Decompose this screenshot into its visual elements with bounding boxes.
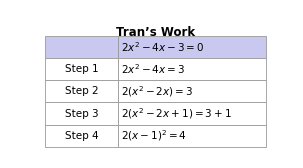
Bar (118, 58, 266, 80)
Text: Step 1: Step 1 (65, 64, 98, 74)
Bar (45, 80, 118, 102)
Bar (118, 80, 266, 102)
Text: $2x^2-4x-3=0$: $2x^2-4x-3=0$ (121, 40, 205, 54)
Text: Tran’s Work: Tran’s Work (116, 26, 195, 39)
Text: $2\left(x^2-2x\right)=3$: $2\left(x^2-2x\right)=3$ (121, 84, 194, 99)
Bar (45, 102, 118, 125)
Bar (45, 125, 118, 147)
Text: $2\left(x^2-2x+1\right)=3+1$: $2\left(x^2-2x+1\right)=3+1$ (121, 106, 232, 121)
Bar (45, 36, 118, 58)
Text: Step 2: Step 2 (65, 86, 98, 96)
Bar (118, 102, 266, 125)
Bar (45, 58, 118, 80)
Bar (118, 125, 266, 147)
Bar (118, 36, 266, 58)
Text: $2(x-1)^2=4$: $2(x-1)^2=4$ (121, 128, 187, 143)
Text: Step 4: Step 4 (65, 131, 98, 141)
Text: Step 3: Step 3 (65, 109, 98, 119)
Text: $2x^2-4x=3$: $2x^2-4x=3$ (121, 62, 185, 76)
